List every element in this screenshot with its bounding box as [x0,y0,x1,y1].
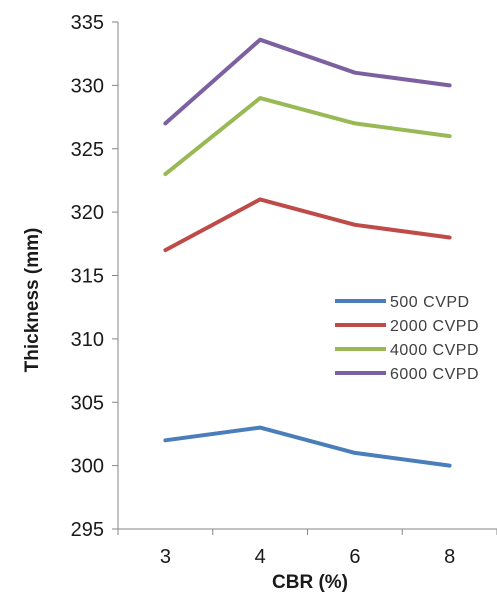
legend-label: 4000 CVPD [390,342,479,359]
y-axis-title: Thickness (mm) [22,228,43,373]
y-tick-label: 335 [71,12,104,34]
x-tick-label: 8 [444,546,455,568]
y-tick-label: 325 [71,139,104,161]
y-tick-label: 295 [71,519,104,541]
x-tick-label: 3 [160,546,171,568]
y-tick-label: 300 [71,456,104,478]
y-tick-label: 310 [71,329,104,351]
y-tick-label: 330 [71,75,104,97]
legend: 500 CVPD 2000 CVPD 4000 CVPD 6000 CVPD [335,294,479,383]
series-line-2 [163,197,452,253]
x-tick-label: 4 [255,546,266,568]
y-tick-label: 305 [71,392,104,414]
x-axis-title: CBR (%) [272,572,348,593]
y-tick-label: 320 [71,202,104,224]
series-layer [163,37,452,468]
y-tick-label: 315 [71,266,104,288]
series-line-3 [163,96,452,177]
y-axis: 295 300 305 310 315 320 325 330 335 [71,12,119,541]
legend-label: 500 CVPD [390,294,470,311]
legend-label: 6000 CVPD [390,366,479,383]
legend-label: 2000 CVPD [390,318,479,335]
x-axis: 3 4 6 8 [117,528,497,568]
series-line-1 [163,425,452,468]
x-tick-label: 6 [349,546,360,568]
series-line-4 [163,37,452,126]
